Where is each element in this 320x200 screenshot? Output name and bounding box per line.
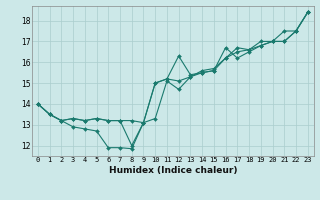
X-axis label: Humidex (Indice chaleur): Humidex (Indice chaleur) xyxy=(108,166,237,175)
